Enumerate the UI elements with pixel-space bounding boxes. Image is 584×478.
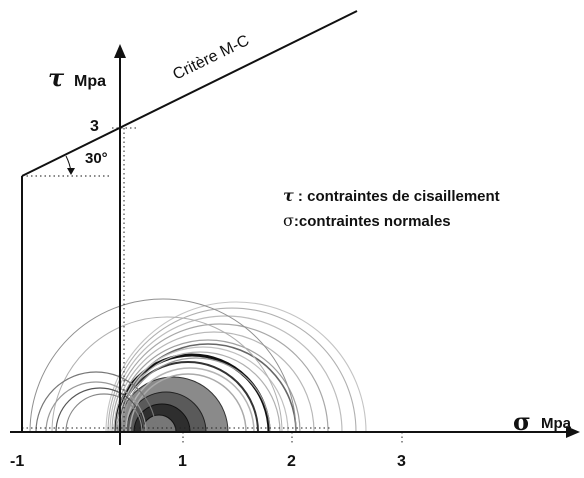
legend-sigma-symbol: σ	[283, 211, 294, 230]
mohr-circle-left-2	[45, 381, 147, 433]
x-axis-unit: Mpa	[541, 415, 572, 432]
y-axis-symbol: τ	[48, 63, 65, 92]
legend-shear-text: : contraintes de cisaillement	[294, 188, 500, 205]
legend-line-2: σ:contraintes normales	[283, 211, 451, 230]
mohr-circle-ring-13	[51, 316, 283, 433]
angle-label: 30°	[85, 150, 108, 167]
reference-lines	[22, 127, 403, 445]
mohr-circle-ring-7	[113, 331, 315, 433]
x-tick-label-3: 3	[397, 453, 406, 470]
x-tick-label-1: 1	[178, 453, 187, 470]
legend-tau-symbol: τ	[283, 186, 294, 205]
y-axis-unit: Mpa	[74, 73, 106, 90]
criterion-label: Critère M-C	[170, 32, 252, 84]
legend-line-1: τ : contraintes de cisaillement	[283, 186, 500, 205]
mohr-circle-ring-12	[29, 298, 297, 433]
axes	[10, 44, 580, 445]
mohr-circle-ring-4	[119, 351, 281, 433]
mohr-circle-ring-9	[109, 315, 343, 433]
mohr-circle-left-3	[55, 387, 145, 433]
mohr-circle-dark-3	[119, 343, 297, 433]
criterion-construction	[21, 10, 358, 432]
mohr-circles	[29, 298, 367, 433]
x-axis-symbol: σ	[513, 407, 531, 436]
legend: τ : contraintes de cisaillement σ:contra…	[283, 186, 500, 230]
mohr-circle-ring-5	[117, 346, 289, 433]
y-tick-3-label: 3	[90, 118, 99, 135]
mohr-circle-ring-8	[111, 323, 329, 433]
mohr-circle-ring-2	[125, 367, 255, 433]
mohr-circle-left-4	[65, 393, 143, 433]
mohr-circle-ring-6	[115, 339, 301, 433]
y-axis-arrowhead	[114, 44, 126, 58]
angle-arrowhead	[67, 168, 75, 175]
mohr-circle-ring-10	[107, 307, 357, 433]
legend-normal-text: :contraintes normales	[294, 213, 451, 230]
x-tick-label-neg1: -1	[10, 453, 24, 470]
mohr-coulomb-criterion-line	[21, 10, 358, 177]
x-axis-arrowhead	[566, 426, 580, 438]
x-tick-label-2: 2	[287, 453, 296, 470]
mohr-circle-left-1	[35, 371, 157, 433]
